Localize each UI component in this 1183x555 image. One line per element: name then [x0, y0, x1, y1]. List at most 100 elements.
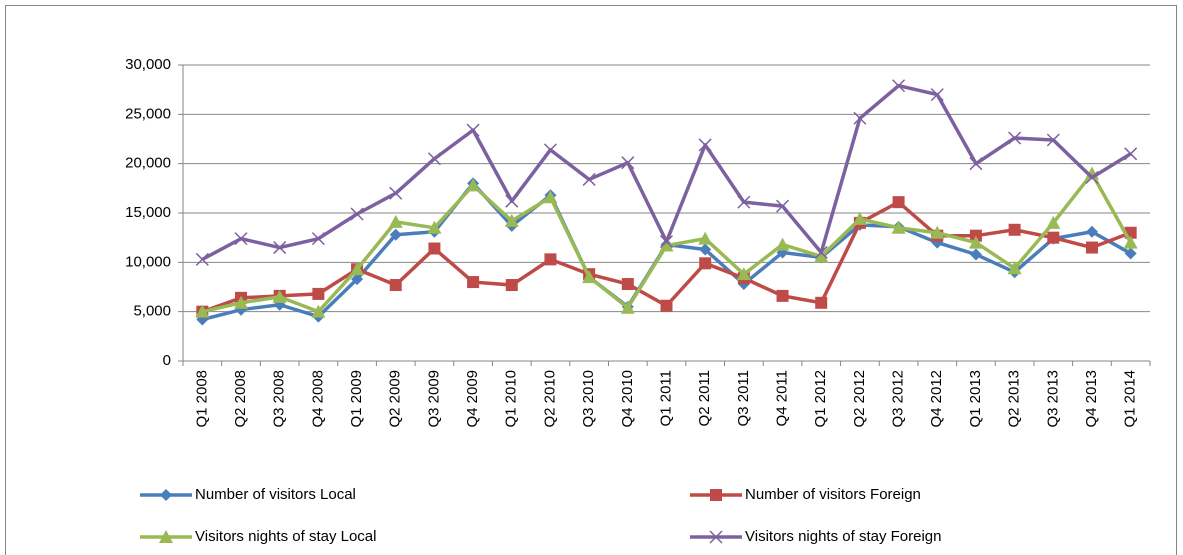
marker: [698, 231, 713, 245]
marker: [1124, 147, 1138, 161]
marker: [621, 156, 635, 170]
marker: [969, 157, 983, 171]
marker: [776, 289, 789, 302]
x-tick-label: Q1 2014: [1122, 370, 1139, 428]
y-tick-label: 0: [163, 352, 171, 369]
marker: [467, 276, 480, 289]
marker: [621, 278, 634, 291]
marker: [892, 79, 906, 93]
marker: [234, 232, 248, 246]
marker: [312, 287, 325, 300]
x-tick-label: Q3 2009: [425, 370, 442, 428]
x-tick-label: Q2 2013: [1006, 370, 1023, 428]
x-tick-label: Q4 2008: [309, 370, 326, 428]
x-tick-label: Q3 2008: [271, 370, 288, 428]
marker: [389, 186, 403, 200]
marker: [815, 296, 828, 309]
marker: [814, 245, 828, 259]
marker: [388, 214, 403, 228]
marker: [852, 211, 867, 225]
marker: [659, 238, 674, 252]
y-tick-label: 20,000: [125, 155, 171, 172]
marker: [504, 213, 519, 227]
marker: [776, 199, 790, 213]
marker: [311, 232, 325, 246]
marker: [660, 299, 673, 312]
y-tick-label: 25,000: [125, 105, 171, 122]
marker: [466, 123, 480, 137]
x-tick-label: Q4 2009: [464, 370, 481, 428]
marker: [1124, 247, 1137, 260]
marker: [709, 530, 723, 544]
legend-label: Visitors nights of stay Foreign: [745, 528, 941, 545]
marker: [505, 194, 519, 208]
marker: [273, 241, 287, 255]
x-tick-label: Q1 2008: [193, 370, 210, 428]
marker: [892, 196, 905, 209]
marker: [544, 253, 557, 266]
x-tick-label: Q2 2012: [851, 370, 868, 428]
marker: [389, 279, 402, 292]
marker: [1085, 170, 1099, 185]
marker: [311, 304, 326, 318]
marker: [543, 190, 558, 204]
y-tick-label: 10,000: [125, 253, 171, 270]
marker: [775, 237, 790, 251]
marker: [389, 228, 402, 241]
marker: [1123, 235, 1138, 249]
marker: [272, 289, 287, 303]
marker: [1046, 215, 1061, 229]
x-tick-label: Q4 2010: [619, 370, 636, 428]
marker: [428, 242, 441, 255]
marker: [969, 248, 982, 261]
marker: [853, 111, 867, 125]
x-tick-label: Q1 2009: [348, 370, 365, 428]
marker: [234, 295, 249, 309]
marker: [1008, 223, 1021, 236]
marker: [659, 235, 674, 249]
marker: [195, 304, 210, 318]
x-tick-label: Q1 2010: [503, 370, 520, 428]
marker: [891, 220, 906, 234]
y-tick-label: 5,000: [133, 303, 171, 320]
x-tick-label: Q3 2010: [580, 370, 597, 428]
marker: [505, 279, 518, 292]
marker: [427, 152, 441, 166]
marker: [620, 300, 635, 314]
marker: [582, 270, 597, 284]
marker: [350, 262, 365, 276]
x-tick-label: Q4 2011: [774, 370, 791, 426]
marker: [699, 243, 712, 256]
x-tick-label: Q1 2013: [967, 370, 984, 428]
legend-label: Number of visitors Foreign: [745, 486, 921, 503]
y-tick-label: 15,000: [125, 204, 171, 221]
marker: [968, 235, 983, 249]
x-tick-label: Q3 2011: [735, 370, 752, 426]
marker: [466, 178, 481, 192]
x-tick-label: Q4 2013: [1083, 370, 1100, 428]
marker: [737, 195, 751, 209]
marker: [1047, 231, 1060, 244]
x-tick-label: Q2 2008: [232, 370, 249, 428]
marker: [1008, 131, 1022, 145]
x-tick-label: Q2 2010: [541, 370, 558, 428]
y-tick-label: 30,000: [125, 56, 171, 73]
marker: [1007, 261, 1022, 275]
marker: [930, 88, 944, 102]
x-tick-label: Q2 2009: [387, 370, 404, 428]
x-tick-label: Q3 2013: [1044, 370, 1061, 428]
marker: [582, 172, 596, 186]
marker: [350, 207, 364, 221]
marker: [814, 249, 829, 263]
marker: [159, 530, 173, 543]
marker: [195, 252, 209, 266]
x-tick-label: Q2 2011: [696, 370, 713, 426]
marker: [930, 225, 945, 239]
marker: [698, 138, 712, 152]
x-tick-label: Q3 2012: [890, 370, 907, 428]
marker: [1085, 225, 1098, 238]
marker: [710, 489, 722, 501]
legend-label: Visitors nights of stay Local: [195, 528, 376, 545]
x-tick-label: Q4 2012: [928, 370, 945, 428]
